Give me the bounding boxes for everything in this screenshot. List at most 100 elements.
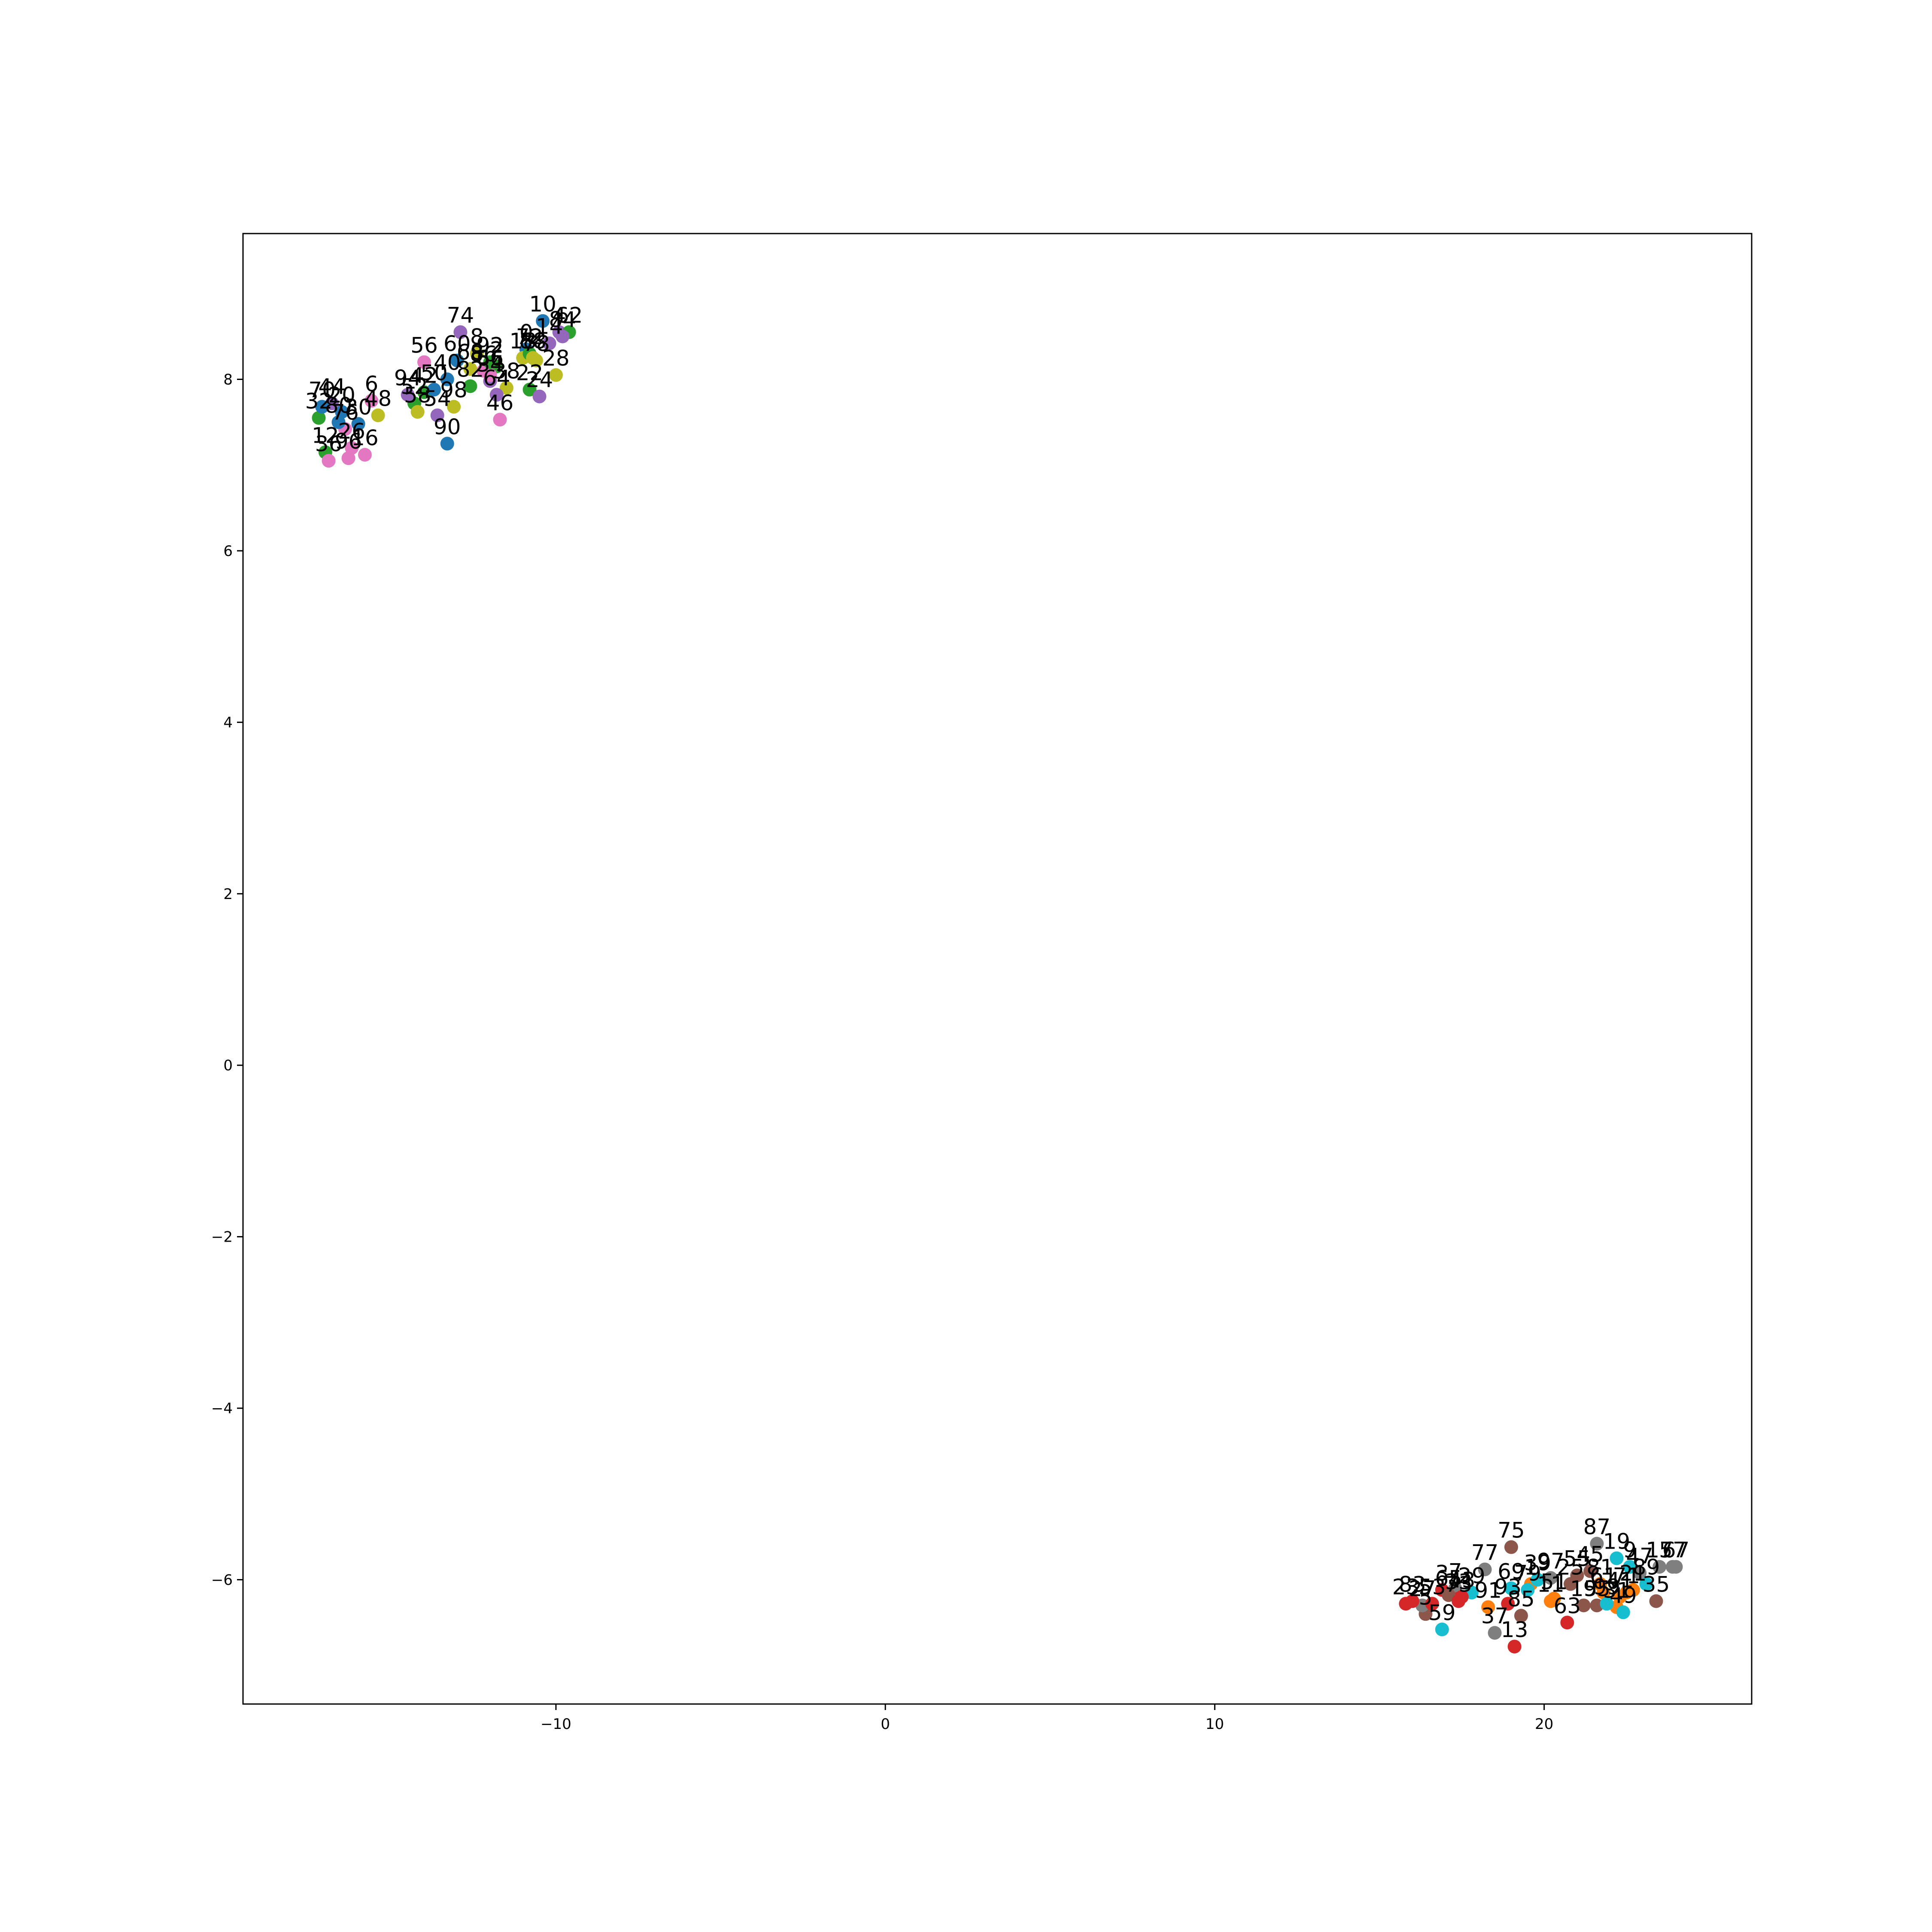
point-label-59: 59	[1428, 1600, 1456, 1625]
point-label-26: 26	[338, 419, 365, 444]
point-label-9: 9	[1623, 1537, 1637, 1562]
point-label-17: 17	[1646, 1537, 1673, 1562]
data-point-75	[1504, 1540, 1518, 1554]
x-tick-label: 0	[881, 1716, 890, 1733]
data-point-64	[489, 388, 504, 402]
point-label-83: 83	[1399, 1572, 1426, 1597]
point-label-50: 50	[420, 360, 448, 385]
data-point-19	[1610, 1551, 1624, 1565]
point-label-82: 82	[457, 357, 484, 382]
data-point-99	[1600, 1597, 1614, 1611]
point-label-34: 34	[477, 352, 504, 377]
point-label-31: 31	[1603, 1578, 1631, 1603]
point-label-91: 91	[1474, 1578, 1502, 1603]
data-point-63	[1560, 1616, 1574, 1630]
data-point-83	[1405, 1594, 1419, 1608]
point-label-23: 23	[1392, 1574, 1420, 1599]
point-label-98: 98	[440, 377, 468, 402]
point-label-16: 16	[351, 425, 379, 450]
point-label-94: 94	[394, 365, 422, 390]
point-label-33: 33	[1445, 1569, 1472, 1594]
data-point-15	[1577, 1598, 1591, 1613]
data-point-50	[427, 383, 441, 397]
point-label-1: 1	[1524, 1555, 1538, 1580]
point-label-3: 3	[1435, 1561, 1449, 1586]
data-point-39	[1531, 1573, 1545, 1587]
y-tick-label: 0	[223, 1057, 233, 1074]
point-label-77: 77	[1471, 1540, 1499, 1565]
point-label-80: 80	[325, 393, 352, 418]
point-label-95: 95	[1583, 1576, 1611, 1601]
data-points	[312, 314, 1683, 1654]
data-point-89	[1639, 1577, 1653, 1591]
point-label-68: 68	[457, 340, 484, 365]
data-point-36	[322, 454, 336, 468]
point-label-27: 27	[1409, 1576, 1436, 1601]
point-label-47: 47	[1626, 1543, 1653, 1568]
point-label-85: 85	[1507, 1586, 1535, 1611]
data-point-93	[1501, 1597, 1515, 1611]
point-label-43: 43	[1448, 1567, 1476, 1592]
point-label-90: 90	[434, 414, 461, 439]
point-label-65: 65	[1435, 1566, 1462, 1591]
data-point-85	[1514, 1609, 1528, 1623]
point-label-88: 88	[519, 329, 547, 354]
y-tick-label: −4	[211, 1400, 233, 1417]
point-label-15: 15	[1570, 1576, 1598, 1601]
point-label-86: 86	[470, 342, 497, 367]
y-tick-label: 6	[223, 543, 233, 560]
point-label-35: 35	[1643, 1572, 1670, 1597]
point-label-54: 54	[424, 386, 451, 411]
data-point-91	[1481, 1600, 1495, 1614]
point-label-73: 73	[1445, 1572, 1472, 1597]
point-label-53: 53	[1419, 1574, 1446, 1599]
point-label-66: 66	[477, 346, 504, 371]
data-point-24	[532, 389, 547, 404]
data-point-70	[315, 400, 329, 414]
y-tick-label: −2	[211, 1229, 233, 1246]
point-labels: 0246810121416182022242628303234363840424…	[305, 292, 1690, 1642]
data-point-45	[1583, 1564, 1598, 1578]
point-label-69: 69	[1498, 1559, 1525, 1584]
y-tick-label: 2	[223, 886, 233, 903]
point-label-32: 32	[305, 389, 333, 413]
data-point-94	[401, 388, 415, 402]
x-axis: −10 0 10 20	[541, 1704, 1553, 1733]
point-label-74: 74	[447, 303, 474, 328]
data-point-73	[1452, 1594, 1466, 1608]
data-point-51	[1547, 1592, 1561, 1606]
point-label-57: 57	[1659, 1537, 1686, 1562]
data-point-35	[1649, 1594, 1663, 1608]
data-point-65	[1442, 1588, 1456, 1602]
point-label-75: 75	[1498, 1518, 1525, 1543]
data-point-9	[1623, 1560, 1637, 1574]
point-label-0: 0	[519, 320, 533, 345]
point-label-67: 67	[1662, 1537, 1690, 1562]
data-point-80	[331, 415, 346, 429]
point-label-39: 39	[1524, 1550, 1551, 1575]
y-tick-label: 8	[223, 371, 233, 389]
data-point-56	[417, 355, 431, 369]
point-label-2: 2	[490, 337, 504, 362]
data-point-37	[1488, 1626, 1502, 1640]
point-label-37: 37	[1481, 1604, 1509, 1628]
x-tick-label: 20	[1535, 1716, 1553, 1733]
data-point-48	[371, 408, 385, 422]
data-point-67	[1669, 1560, 1683, 1574]
data-point-96	[341, 451, 355, 465]
data-point-13	[1507, 1640, 1522, 1654]
point-label-51: 51	[1540, 1569, 1568, 1594]
point-label-12: 12	[312, 423, 339, 448]
data-point-22	[522, 383, 537, 397]
data-point-88	[526, 351, 540, 365]
y-tick-label: −6	[211, 1571, 233, 1589]
point-label-45: 45	[1577, 1542, 1604, 1567]
data-point-16	[358, 448, 372, 462]
data-point-17	[1653, 1560, 1667, 1574]
point-label-81: 81	[1586, 1555, 1614, 1580]
point-label-61: 61	[1590, 1563, 1617, 1588]
data-point-14	[542, 336, 556, 350]
point-label-13: 13	[1501, 1617, 1528, 1642]
point-label-64: 64	[483, 365, 510, 390]
